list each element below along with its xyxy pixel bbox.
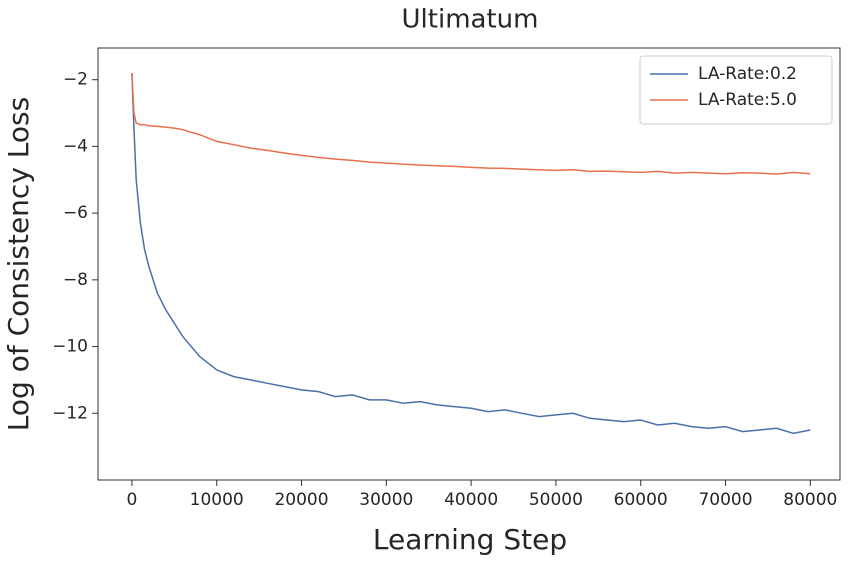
series-line: [131, 72, 811, 435]
plot-frame: [97, 47, 841, 481]
x-tick-label: 40000: [444, 490, 498, 510]
y-tick-label: −4: [63, 136, 88, 156]
x-tick-label: 70000: [698, 490, 752, 510]
x-tick-label: 80000: [783, 490, 837, 510]
legend-box: [639, 55, 833, 125]
x-tick-label: 50000: [529, 490, 583, 510]
x-tick-label: 0: [127, 490, 138, 510]
y-tick-label: −6: [63, 203, 88, 223]
legend-label: LA-Rate:0.2: [698, 64, 797, 84]
y-tick-label: −12: [52, 403, 88, 423]
x-axis-label: Learning Step: [373, 523, 567, 556]
x-tick-label: 60000: [614, 490, 668, 510]
x-tick-label: 20000: [274, 490, 328, 510]
series-line: [131, 72, 811, 175]
x-tick-label: 10000: [190, 490, 244, 510]
y-tick-label: −2: [63, 70, 88, 90]
y-tick-label: −10: [52, 337, 88, 357]
y-axis-label: Log of Consistency Loss: [2, 97, 35, 431]
legend-label: LA-Rate:5.0: [698, 90, 797, 110]
chart-title: Ultimatum: [402, 5, 539, 35]
y-tick-label: −8: [63, 270, 88, 290]
x-tick-label: 30000: [359, 490, 413, 510]
